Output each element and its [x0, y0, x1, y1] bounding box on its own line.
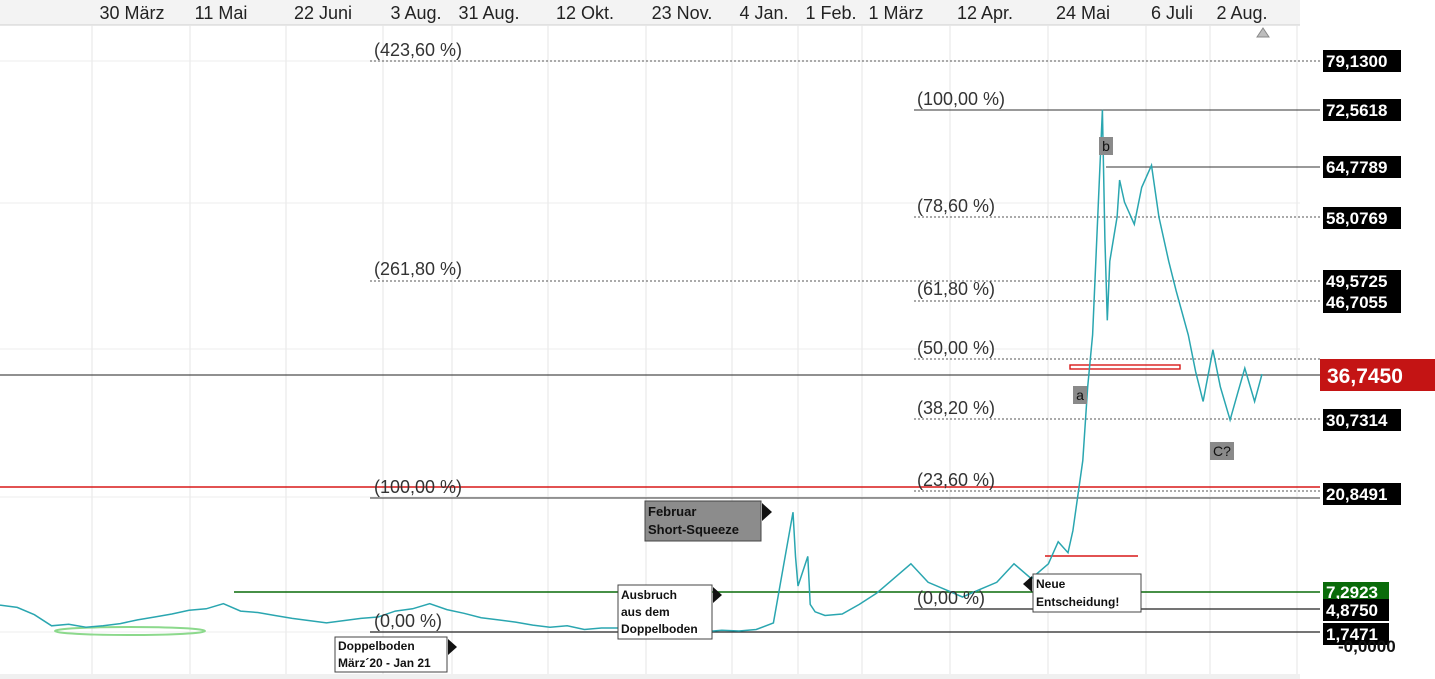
- price-label-box: [1323, 207, 1401, 229]
- fib-label: (50,00 %): [917, 338, 995, 358]
- price-label: 20,8491: [1326, 485, 1387, 504]
- current-price-label: 36,7450: [1327, 365, 1403, 388]
- wave-label-b: b: [1102, 138, 1110, 154]
- fib-label: (38,20 %): [917, 398, 995, 418]
- price-label: 49,5725: [1326, 272, 1387, 291]
- x-tick-label: 4 Jan.: [739, 3, 788, 23]
- annotation-box: [617, 584, 713, 640]
- price-label-box: [1323, 409, 1401, 431]
- x-tick-label: 12 Okt.: [556, 3, 614, 23]
- price-label: 30,7314: [1326, 411, 1388, 430]
- annotation-arrow-icon: [1023, 576, 1032, 592]
- fib-label: (100,00 %): [374, 477, 462, 497]
- fibonacci-labels: (423,60 %) (261,80 %) (100,00 %) (0,00 %…: [374, 40, 1005, 631]
- x-tick-label: 12 Apr.: [957, 3, 1013, 23]
- wave-label-a: a: [1076, 387, 1084, 403]
- x-tick-label: 2 Aug.: [1216, 3, 1267, 23]
- red-zone: [1069, 364, 1181, 370]
- fib-label: (0,00 %): [917, 588, 985, 608]
- price-label: 64,7789: [1326, 158, 1387, 177]
- current-price-box: [1320, 359, 1435, 391]
- price-label-box: [1323, 623, 1389, 645]
- x-tick-label: 22 Juni: [294, 3, 352, 23]
- double-bottom-highlight: [54, 626, 206, 636]
- fib-label: (100,00 %): [917, 89, 1005, 109]
- annotation-text: Ausbruch: [621, 588, 677, 602]
- price-label: 46,7055: [1326, 293, 1387, 312]
- x-tick-label: 24 Mai: [1056, 3, 1110, 23]
- x-tick-label: 23 Nov.: [652, 3, 713, 23]
- price-label-box-green: [1323, 582, 1389, 602]
- annotation-text: Entscheidung!: [1036, 595, 1119, 609]
- price-series-line: [0, 109, 1263, 633]
- price-label-box: [1323, 50, 1401, 72]
- price-label: 1,7471: [1326, 625, 1378, 644]
- fibonacci-lines: [0, 60, 1320, 633]
- annotation-ausbruch: Ausbruch aus dem Doppelboden: [617, 584, 722, 640]
- fib-label: (23,60 %): [917, 470, 995, 490]
- price-label-box: [1323, 99, 1401, 121]
- wave-labels: b a C?: [1073, 137, 1234, 460]
- scroll-up-icon[interactable]: [1256, 27, 1270, 38]
- price-label: 79,1300: [1326, 52, 1387, 71]
- annotation-text: März´20 - Jan 21: [338, 656, 431, 670]
- annotation-box: [1032, 573, 1142, 613]
- annotation-text: aus dem: [621, 605, 670, 619]
- annotation-februar-short-squeeze: Februar Short-Squeeze: [644, 500, 772, 542]
- price-label: 4,8750: [1326, 601, 1378, 620]
- price-label-box: [1323, 291, 1401, 313]
- bottom-band: [0, 674, 1300, 679]
- x-tick-label: 3 Aug.: [390, 3, 441, 23]
- fib-label: (78,60 %): [917, 196, 995, 216]
- price-axis: 79,1300 72,5618 64,7789 58,0769 49,5725 …: [1320, 50, 1435, 656]
- price-label: 58,0769: [1326, 209, 1387, 228]
- price-label-box: [1323, 599, 1389, 621]
- annotation-neue-entscheidung: Neue Entscheidung!: [1023, 573, 1142, 613]
- grid: [0, 25, 1300, 674]
- annotation-arrow-icon: [713, 587, 722, 603]
- annotation-text: Februar: [648, 504, 696, 519]
- x-axis-band: [0, 0, 1300, 25]
- annotation-text: Neue: [1036, 577, 1066, 591]
- wave-label-box: [1099, 137, 1113, 155]
- x-tick-label: 1 März: [868, 3, 923, 23]
- price-label: -0,0000: [1338, 637, 1396, 656]
- annotation-text: Doppelboden: [621, 622, 698, 636]
- fib-label: (61,80 %): [917, 279, 995, 299]
- price-label: 72,5618: [1326, 101, 1387, 120]
- annotation-arrow-icon: [762, 503, 772, 521]
- annotation-doppelboden: Doppelboden März´20 - Jan 21: [334, 636, 457, 673]
- annotation-text: Doppelboden: [338, 639, 415, 653]
- x-tick-label: 30 März: [99, 3, 164, 23]
- x-tick-label: 31 Aug.: [458, 3, 519, 23]
- x-tick-label: 6 Juli: [1151, 3, 1193, 23]
- x-tick-labels: 30 März 11 Mai 22 Juni 3 Aug. 31 Aug. 12…: [99, 3, 1267, 23]
- price-label-box: [1323, 270, 1401, 292]
- price-label-box: [1323, 156, 1401, 178]
- price-label: 7,2923: [1326, 583, 1378, 602]
- annotation-box: [644, 500, 762, 542]
- x-tick-label: 11 Mai: [195, 3, 248, 23]
- price-label-box: [1323, 483, 1401, 505]
- annotation-text: Short-Squeeze: [648, 522, 739, 537]
- annotation-arrow-icon: [448, 639, 457, 655]
- annotations: Februar Short-Squeeze Ausbruch aus dem D…: [334, 500, 1142, 673]
- fib-label: (423,60 %): [374, 40, 462, 60]
- wave-label-box: [1073, 386, 1087, 404]
- fib-label: (261,80 %): [374, 259, 462, 279]
- wave-label-c: C?: [1213, 443, 1231, 459]
- x-tick-label: 1 Feb.: [805, 3, 856, 23]
- fib-label: (0,00 %): [374, 611, 442, 631]
- annotation-box: [334, 636, 448, 673]
- wave-label-box: [1210, 442, 1234, 460]
